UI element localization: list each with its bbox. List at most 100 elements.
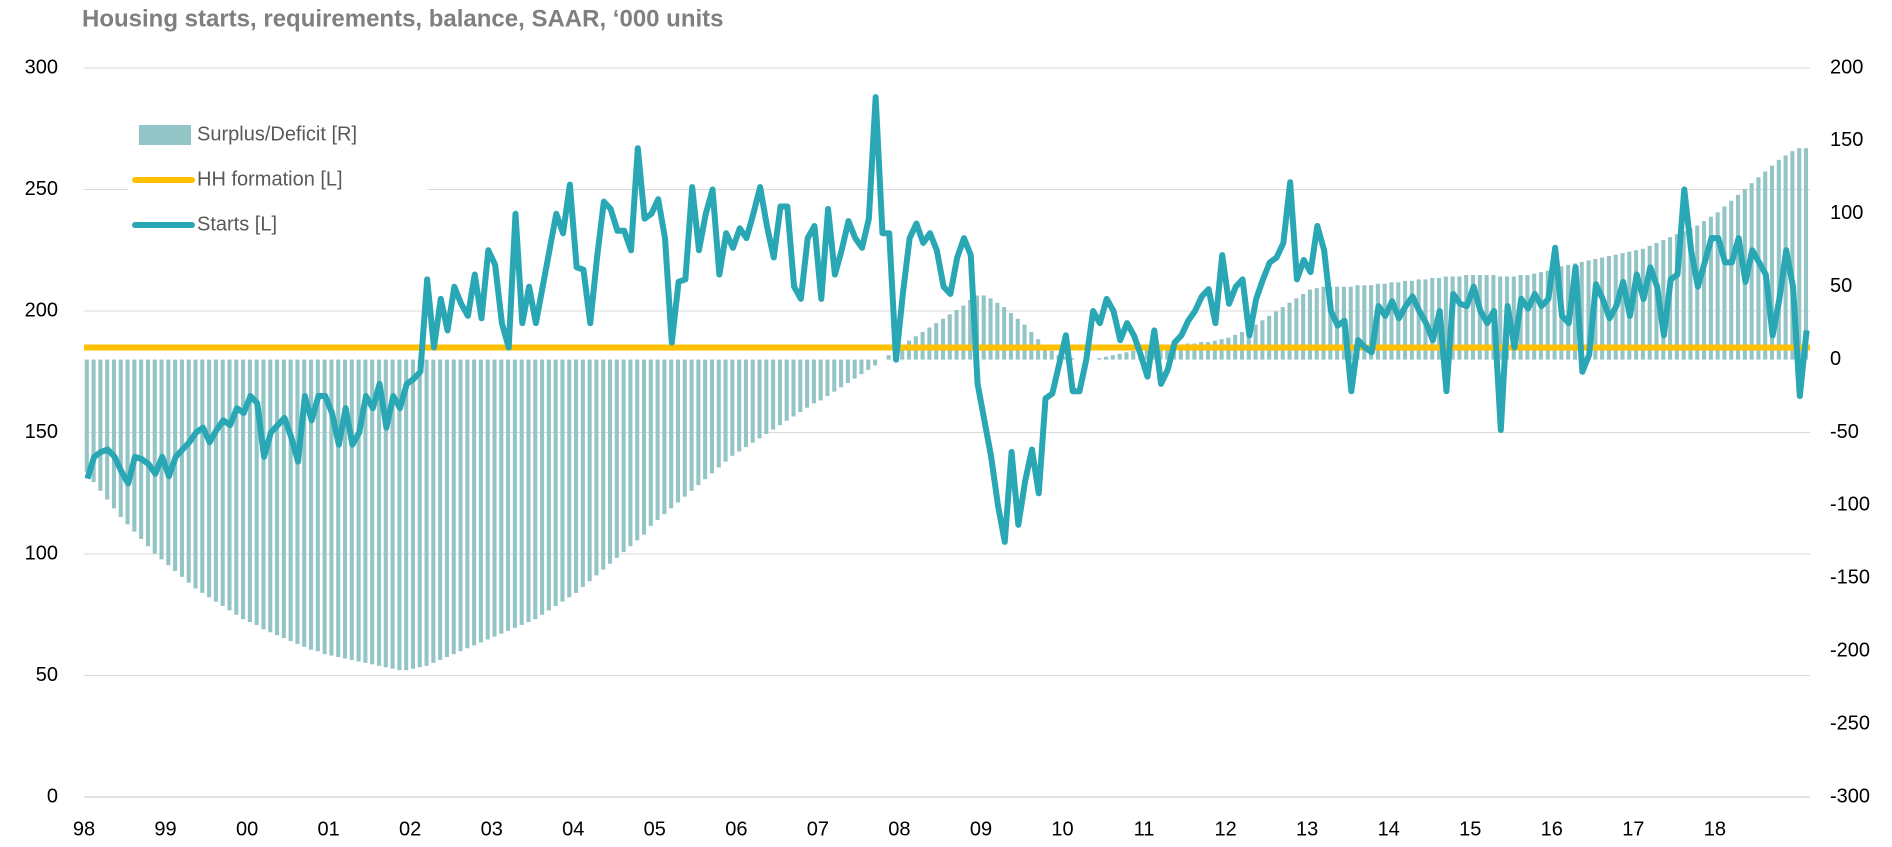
bar <box>84 359 89 472</box>
bar <box>234 359 239 615</box>
bar <box>1498 276 1503 360</box>
bar <box>268 359 273 633</box>
bar <box>526 359 531 623</box>
bar <box>1695 225 1700 360</box>
bar <box>873 359 878 366</box>
bar <box>1178 345 1183 360</box>
bar <box>1063 356 1068 360</box>
x-tick-label: 17 <box>1622 818 1644 840</box>
bar <box>641 359 647 535</box>
bar <box>465 359 470 649</box>
bar <box>709 359 714 474</box>
bar <box>322 359 327 655</box>
bar <box>1579 261 1584 360</box>
bar <box>1403 280 1408 360</box>
bar <box>1246 328 1251 360</box>
bar <box>1321 286 1326 360</box>
bar <box>1294 298 1299 360</box>
bar <box>784 359 789 421</box>
x-tick-label: 15 <box>1459 818 1481 840</box>
bar <box>601 359 606 570</box>
bar <box>1307 289 1312 360</box>
bar <box>886 355 891 360</box>
bar <box>1117 353 1122 360</box>
bar <box>1110 355 1115 360</box>
bar <box>947 314 952 360</box>
bar <box>315 359 320 652</box>
bar <box>152 359 157 554</box>
y2-tick-label: -50 <box>1830 421 1859 443</box>
bar <box>1681 231 1686 360</box>
bar <box>241 359 246 620</box>
bar <box>696 359 701 485</box>
bar <box>308 359 314 650</box>
bar <box>1702 221 1707 360</box>
bar <box>1736 194 1741 360</box>
bar <box>635 359 640 541</box>
x-tick-label: 18 <box>1704 818 1726 840</box>
bar <box>111 359 117 509</box>
bar <box>275 359 280 636</box>
bar <box>845 359 850 383</box>
x-tick-label: 14 <box>1378 818 1400 840</box>
y-tick-label: 250 <box>25 178 58 200</box>
x-tick-label: 01 <box>318 818 340 840</box>
bar <box>771 359 776 430</box>
bar <box>1042 345 1047 360</box>
legend-label: HH formation [L] <box>197 168 343 190</box>
bar <box>1049 350 1054 360</box>
bar <box>254 359 259 625</box>
x-tick-label: 08 <box>888 818 910 840</box>
bar <box>859 359 864 375</box>
bar <box>438 359 443 660</box>
bar <box>934 323 939 360</box>
bar <box>1722 206 1727 360</box>
bar <box>533 359 538 620</box>
bar <box>1457 276 1462 360</box>
bar <box>1355 285 1360 360</box>
bar <box>798 359 803 413</box>
bar <box>1464 275 1469 360</box>
bar <box>431 359 436 663</box>
bar <box>1015 318 1020 360</box>
bar <box>1205 342 1211 360</box>
bar <box>519 359 524 625</box>
bar <box>839 359 844 388</box>
bar <box>397 359 402 671</box>
bar <box>1280 307 1285 360</box>
bar <box>553 359 558 607</box>
bar <box>743 359 748 448</box>
y2-tick-label: -200 <box>1830 639 1870 661</box>
bar <box>472 359 477 646</box>
bar <box>1002 307 1007 360</box>
bar <box>737 359 742 452</box>
bar <box>764 359 769 434</box>
bar <box>1776 159 1781 360</box>
bar <box>614 359 619 558</box>
bar <box>981 295 986 360</box>
bar <box>166 359 171 566</box>
bar <box>560 359 565 602</box>
bar <box>1362 285 1367 360</box>
bar <box>485 359 490 640</box>
bar <box>1443 276 1448 360</box>
bar <box>295 359 300 644</box>
bar <box>777 359 782 426</box>
bar <box>1532 273 1537 360</box>
bar <box>791 359 796 417</box>
bar <box>105 359 110 500</box>
x-tick-label: 05 <box>644 818 666 840</box>
y-tick-label: 200 <box>25 299 58 321</box>
bar <box>499 359 504 634</box>
bar <box>954 310 959 360</box>
bar <box>968 299 973 360</box>
y2-tick-label: 200 <box>1830 56 1863 78</box>
y-tick-label: 100 <box>25 542 58 564</box>
bar <box>988 298 993 360</box>
bar <box>1640 248 1645 360</box>
y2-tick-label: 50 <box>1830 275 1852 297</box>
y2-tick-label: 150 <box>1830 129 1863 151</box>
bar <box>383 359 388 668</box>
bar <box>1511 276 1516 360</box>
bar <box>1470 275 1476 360</box>
